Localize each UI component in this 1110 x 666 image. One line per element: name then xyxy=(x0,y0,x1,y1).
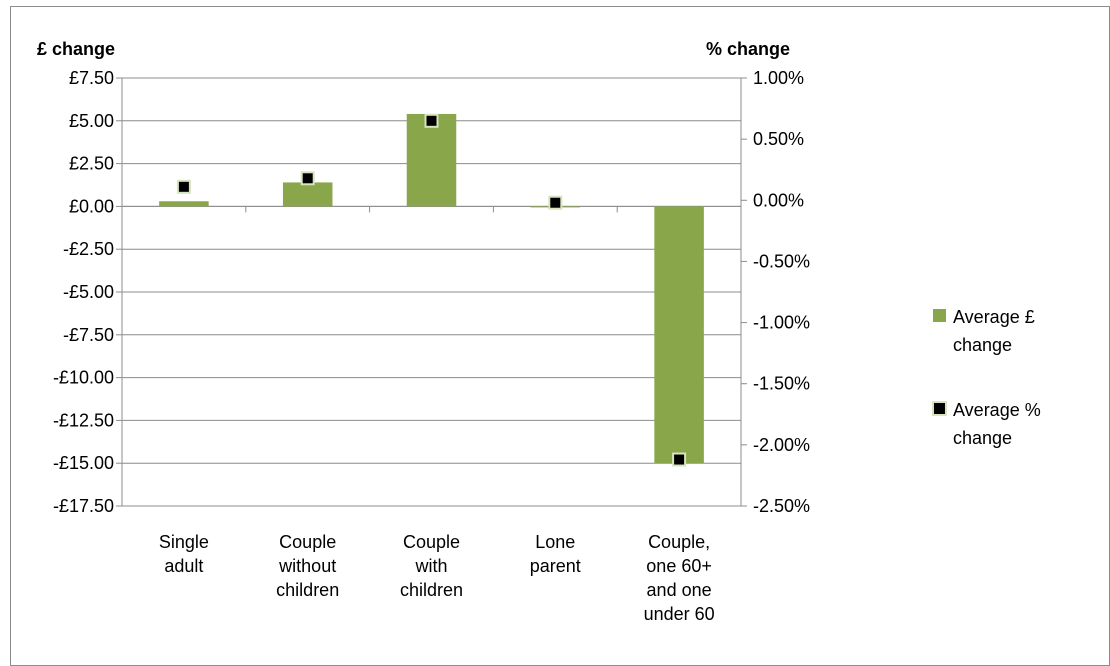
category-label-line: adult xyxy=(164,556,203,576)
legend-label-line: change xyxy=(953,428,1012,448)
legend-label-line: change xyxy=(953,335,1012,355)
left-tick-label: -£17.50 xyxy=(53,496,114,516)
right-tick-label: -0.50% xyxy=(753,251,810,271)
left-tick-label: £7.50 xyxy=(69,68,114,88)
legend-label: Average % change xyxy=(953,400,1041,448)
bar xyxy=(282,182,333,207)
category-label-line: Couple, xyxy=(648,532,710,552)
category-label-line: children xyxy=(276,580,339,600)
category-label-line: Couple xyxy=(279,532,336,552)
category-label-line: with xyxy=(414,556,447,576)
category-label-line: one 60+ xyxy=(646,556,712,576)
category-label-line: Single xyxy=(159,532,209,552)
category-label-line: children xyxy=(400,580,463,600)
legend: Average £ change Average % change xyxy=(932,307,1041,448)
right-tick-label: -1.50% xyxy=(753,374,810,394)
legend-label-line: Average £ xyxy=(953,307,1035,327)
category-label: Couple without children xyxy=(276,532,339,600)
category-label-line: Lone xyxy=(535,532,575,552)
axes: £ change % change £7.50 £5.00 £2.50 £0.00 -£… xyxy=(37,39,810,624)
gridlines xyxy=(122,77,741,507)
category-label-line: and one xyxy=(647,580,712,600)
bars xyxy=(159,113,704,464)
left-tick-label: £5.00 xyxy=(69,111,114,131)
legend-label: Average £ change xyxy=(953,307,1035,355)
left-tick-label: -£7.50 xyxy=(63,325,114,345)
right-tick-label: 0.50% xyxy=(753,129,804,149)
left-tick-label: £0.00 xyxy=(69,196,114,216)
category-label: Couple, one 60+ and one under 60 xyxy=(644,532,715,624)
left-tick-label: -£15.00 xyxy=(53,453,114,473)
marker xyxy=(426,115,437,126)
marker xyxy=(674,454,685,465)
left-tick-label: -£10.00 xyxy=(53,368,114,388)
right-tick-label: -2.00% xyxy=(753,435,810,455)
right-tick-label: 1.00% xyxy=(753,68,804,88)
chart-frame xyxy=(10,6,1110,666)
right-tick-label: -2.50% xyxy=(753,496,810,516)
category-label: Couple with children xyxy=(400,532,463,600)
category-label-line: under 60 xyxy=(644,604,715,624)
legend-swatch-bar xyxy=(933,309,946,322)
right-tick-label: -1.00% xyxy=(753,313,810,333)
bar xyxy=(654,206,704,464)
legend-label-line: Average % xyxy=(953,400,1041,420)
left-axis-title: £ change xyxy=(37,39,115,59)
marker xyxy=(550,197,561,208)
left-tick-label: -£12.50 xyxy=(53,410,114,430)
right-axis-title: % change xyxy=(706,39,790,59)
left-tick-label: -£5.00 xyxy=(63,282,114,302)
category-label: Single adult xyxy=(159,532,209,576)
left-tick-label: -£2.50 xyxy=(63,239,114,259)
category-label-line: Couple xyxy=(403,532,460,552)
marker xyxy=(302,173,313,184)
marker xyxy=(178,181,189,192)
legend-swatch-marker xyxy=(934,403,945,414)
markers xyxy=(176,113,687,467)
category-label-line: without xyxy=(278,556,336,576)
bar xyxy=(406,113,457,207)
right-tick-label: 0.00% xyxy=(753,190,804,210)
left-tick-label: £2.50 xyxy=(69,154,114,174)
category-label-line: parent xyxy=(530,556,581,576)
bar xyxy=(159,201,209,207)
category-label: Lone parent xyxy=(530,532,581,576)
